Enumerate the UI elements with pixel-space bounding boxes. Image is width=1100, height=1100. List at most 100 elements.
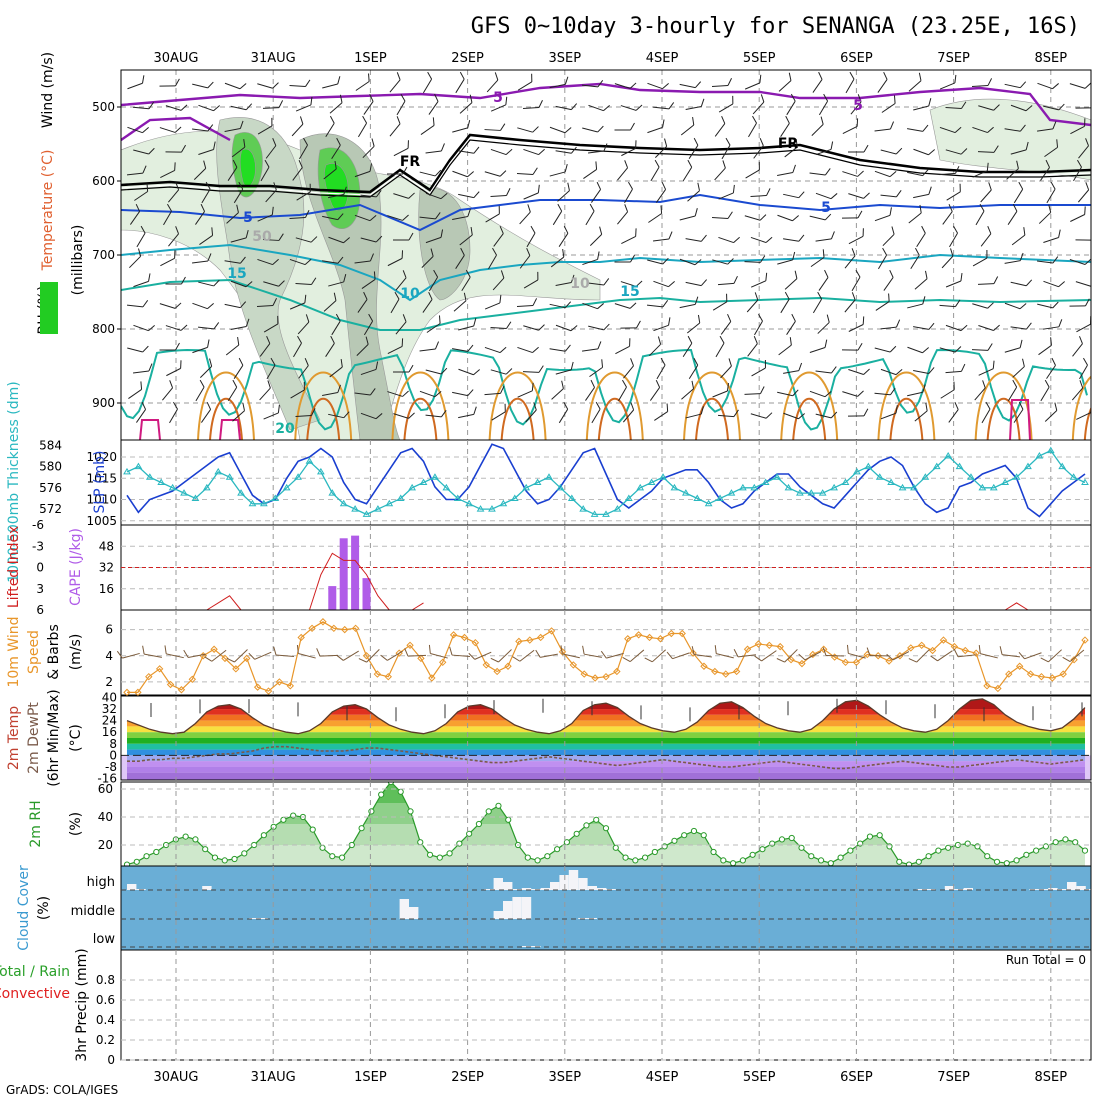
wind-barb-flag <box>826 314 830 323</box>
wind-barb <box>1010 104 1033 112</box>
wind-barb <box>355 73 370 91</box>
rh-marker <box>651 848 658 856</box>
rh-marker <box>1042 843 1049 850</box>
rh-marker <box>211 854 219 861</box>
run-total: Run Total = 0 <box>1006 953 1086 967</box>
wind-barb-shaft <box>812 298 823 314</box>
wind-barb-flag <box>505 148 513 155</box>
wind-barb-shaft <box>389 123 401 137</box>
y-tick-label: 700 <box>92 248 115 262</box>
wind-barb <box>419 169 442 177</box>
wind-barb-flag <box>277 315 279 324</box>
wind-barb-flag <box>960 148 968 155</box>
wind-barb-flag <box>369 253 374 262</box>
wind-barb-flag <box>825 168 831 176</box>
thickness-marker <box>681 489 690 496</box>
wind-barb-flag <box>622 379 627 388</box>
wind-barb-flag <box>532 126 539 133</box>
wind-barb-shaft <box>974 387 986 401</box>
wind-barb <box>718 184 735 200</box>
wind-barb-shaft <box>585 210 595 226</box>
wind-barb-flag <box>857 342 863 351</box>
wind-barb-shaft <box>224 260 241 264</box>
wind-barb <box>582 125 604 133</box>
rh-marker <box>241 850 248 857</box>
wind-barb-shaft <box>224 128 241 132</box>
cloud-bar <box>493 911 503 919</box>
wind-barb-shaft <box>972 126 988 134</box>
cloud-background <box>121 866 1091 950</box>
wind-barb-flag <box>207 339 210 348</box>
wind-barb <box>165 104 188 111</box>
wind-barb-flag <box>597 125 604 133</box>
rh-marker <box>182 833 189 840</box>
wind-barb <box>226 204 239 224</box>
wind-barb-shaft <box>721 144 731 160</box>
wind-barb-shaft <box>649 343 661 357</box>
wind-barb <box>818 93 829 116</box>
rh-band <box>127 782 1085 803</box>
wind-barb <box>452 119 471 133</box>
wind-barb-flag <box>271 206 274 215</box>
wind-barb <box>1070 206 1086 222</box>
rh-marker <box>319 844 326 851</box>
wind-barb-flag <box>597 251 600 260</box>
wind-barb <box>360 190 382 198</box>
wind-barb-flag <box>499 170 507 177</box>
wind-barb <box>1010 322 1032 330</box>
wind-barb <box>129 248 142 269</box>
thickness-marker <box>647 478 656 485</box>
wind-barb-flag <box>240 256 246 264</box>
wind-barb-shaft <box>230 105 247 111</box>
wind-barb-shaft <box>881 103 896 113</box>
wind-barb-flag <box>694 208 698 217</box>
rh-marker <box>221 857 228 864</box>
wind-barb <box>718 95 734 113</box>
wind-barb-shaft <box>1072 343 1083 357</box>
wind-barb <box>551 380 564 400</box>
wind-barb <box>389 116 401 137</box>
wind-barb <box>297 314 310 335</box>
wind-barb-flag <box>343 186 347 195</box>
wind-barb-shaft <box>809 215 826 221</box>
thickness-marker <box>248 499 257 507</box>
thickness-marker <box>875 473 884 480</box>
wind-barb-flag <box>203 160 207 169</box>
wind-barb <box>910 247 920 270</box>
wind-barb-flag <box>666 403 669 412</box>
wind-barb-shaft <box>780 123 790 137</box>
wind-barb <box>323 160 337 180</box>
wind-barb-shaft <box>977 151 995 153</box>
wind-barb <box>886 651 910 661</box>
wind-barb <box>363 313 374 336</box>
cloud-bar <box>1067 882 1077 890</box>
wind-barb-shaft <box>614 83 631 89</box>
thickness-marker <box>431 473 439 480</box>
wind-speed-marker <box>743 645 752 653</box>
date-tick-top: 5SEP <box>743 51 776 66</box>
wind-barb <box>614 254 635 263</box>
wind-barb-shaft <box>517 390 533 398</box>
thickness-marker <box>624 494 633 501</box>
wind-barb-shaft <box>354 214 371 222</box>
wind-barb <box>720 313 732 335</box>
wind-barb <box>650 159 660 182</box>
wind-barb-shaft <box>682 166 693 182</box>
wind-barb-flag <box>789 337 792 346</box>
wind-barb-shaft <box>201 409 211 423</box>
wind-barb-shaft <box>455 255 465 269</box>
wind-barb-flag <box>655 379 661 388</box>
wind-speed-marker <box>1048 674 1057 682</box>
date-tick-top: 31AUG <box>251 51 296 66</box>
wind-barb-shaft <box>490 195 507 197</box>
temp-band <box>127 698 1085 710</box>
wind-barb-flag <box>175 78 180 87</box>
rh-marker <box>192 836 199 843</box>
wind-barb-flag <box>987 126 994 133</box>
wind-barb-flag <box>1083 357 1088 366</box>
rh-marker <box>436 854 443 861</box>
wind-barb <box>847 144 869 153</box>
wind-speed-marker <box>504 662 512 670</box>
wind-barb-shaft <box>254 651 272 660</box>
wind-barb <box>907 124 929 132</box>
